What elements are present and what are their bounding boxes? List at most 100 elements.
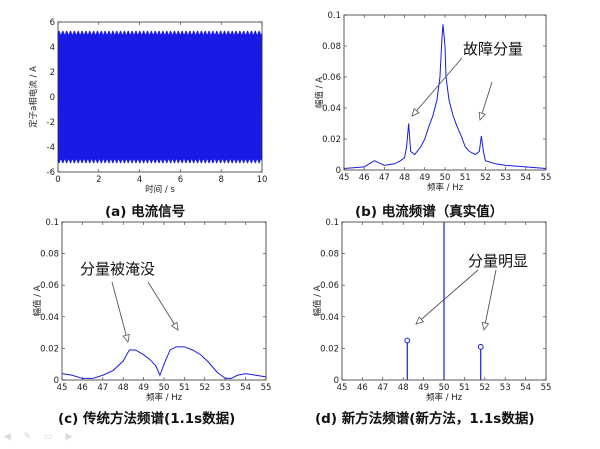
x-tick-label: 52 [480, 173, 491, 183]
y-tick-label: 0.04 [322, 104, 341, 114]
y-tick-label: 0.08 [40, 250, 59, 260]
x-tick-label: 51 [460, 173, 471, 183]
x-tick-label: 10 [257, 175, 268, 185]
x-tick-label: 53 [220, 383, 231, 393]
x-tick-label: 8 [218, 175, 223, 185]
x-tick-label: 53 [500, 173, 511, 183]
y-tick-label: 0 [54, 376, 59, 386]
x-tick-label: 48 [398, 383, 409, 393]
x-tick-label: 55 [261, 383, 272, 393]
signal-band [58, 34, 262, 160]
x-tick-label: 49 [418, 383, 429, 393]
annotation-fault-components: 故障分量 [463, 40, 524, 58]
caption-b: (b) 电流频谱（真实值） [355, 204, 504, 220]
y-tick-label: 0.04 [320, 313, 339, 323]
x-tick-label: 52 [199, 383, 210, 393]
x-tick-label: 48 [118, 383, 129, 393]
x-tick-label: 4 [137, 175, 142, 185]
arrow-masked-right-head [170, 321, 179, 331]
y-tick-label: 2 [50, 68, 55, 78]
y-tick-label: 0.02 [40, 344, 59, 354]
y-axis-label: 幅值 / A [314, 77, 325, 108]
x-tick-label: 46 [77, 383, 88, 393]
y-tick-label: 0.1 [325, 218, 339, 228]
y-tick-label: 0.06 [320, 281, 339, 291]
x-tick-label: 50 [439, 383, 450, 393]
x-tick-label: 54 [240, 383, 251, 393]
x-tick-label: 51 [459, 383, 470, 393]
y-tick-label: 0 [334, 376, 339, 386]
y-axis-label: 幅值 / A [312, 285, 323, 316]
x-tick-label: 49 [419, 173, 430, 183]
x-tick-label: 46 [359, 173, 370, 183]
series-line-0 [61, 346, 267, 379]
stem-marker-0 [404, 337, 411, 344]
y-tick-label: 0.02 [322, 135, 341, 145]
arrow-fault-right-head [478, 111, 486, 121]
signal-trace [57, 30, 263, 164]
stem-marker-2 [477, 343, 484, 350]
x-tick-label: 2 [96, 175, 101, 185]
arrow-visible-left-head [415, 316, 425, 325]
y-tick-label: 0.04 [40, 313, 59, 323]
y-tick-label: 0.06 [322, 73, 341, 83]
x-tick-label: 53 [500, 383, 511, 393]
x-tick-label: 48 [399, 173, 410, 183]
y-axis-label: 定子a相电流 / A [28, 66, 39, 128]
x-tick-label: 55 [541, 383, 552, 393]
x-tick-label: 46 [357, 383, 368, 393]
x-tick-label: 49 [138, 383, 149, 393]
arrow-masked-right [147, 281, 179, 331]
y-tick-label: 0.1 [45, 218, 59, 228]
x-tick-label: 55 [541, 173, 552, 183]
caption-a: (a) 电流信号 [105, 204, 186, 220]
x-axis-label: 频率 / Hz [426, 392, 463, 403]
plot-frame [61, 221, 267, 381]
chart-b: 45 46 47 48 49 50 51 52 53 54 55 0 0.02 0.04 0.06 0.08 0… [314, 11, 551, 193]
y-tick-label: -4 [47, 143, 55, 153]
x-tick-label: 54 [520, 173, 531, 183]
y-tick-label: 0.1 [327, 11, 341, 21]
y-tick-label: 0.06 [40, 281, 59, 291]
annotation-components-masked: 分量被淹没 [80, 260, 156, 278]
y-axis-label: 幅值 / A [32, 285, 43, 316]
y-tick-label: 0.08 [320, 250, 339, 260]
x-axis-label: 频率 / Hz [427, 182, 464, 193]
x-tick-label: 51 [179, 383, 190, 393]
x-tick-label: 50 [159, 383, 170, 393]
arrow-visible-left [415, 269, 479, 325]
slide-toolbar-icons: ◀ ✎ ▭ ▶ [4, 432, 78, 442]
caption-d: (d) 新方法频谱(新方法，1.1s数据) [315, 411, 535, 427]
arrow-masked-left [111, 281, 129, 343]
x-tick-label: 45 [57, 383, 68, 393]
arrow-fault-left-head [411, 107, 420, 117]
x-tick-label: 45 [339, 173, 350, 183]
y-tick-label: 0 [336, 166, 341, 176]
x-tick-label: 47 [377, 383, 388, 393]
arrow-visible-right [483, 269, 497, 331]
x-tick-label: 47 [379, 173, 390, 183]
x-axis-label: 时间 / s [145, 184, 175, 195]
x-tick-label: 0 [55, 175, 60, 185]
chart-d: 45 46 47 48 49 50 51 52 53 54 55 0 0.02 0.04 0.06 0.08 0… [312, 218, 551, 403]
x-axis-label: 频率 / Hz [146, 392, 183, 403]
x-tick-label: 54 [520, 383, 531, 393]
x-tick-label: 6 [178, 175, 183, 185]
y-tick-label: 0 [50, 93, 55, 103]
x-tick-label: 45 [337, 383, 348, 393]
x-tick-label: 50 [440, 173, 451, 183]
annotation-arrows [111, 57, 497, 343]
series-line-0 [343, 24, 547, 169]
y-tick-label: 0.02 [320, 344, 339, 354]
y-tick-label: -6 [47, 168, 55, 178]
x-tick-label: 47 [97, 383, 108, 393]
arrow-visible-right-head [481, 321, 490, 331]
caption-c: (c) 传统方法频谱(1.1s数据) [58, 411, 236, 427]
arrow-fault-left [411, 57, 463, 117]
y-tick-label: -2 [47, 118, 55, 128]
y-tick-label: 4 [50, 43, 55, 53]
x-tick-label: 52 [479, 383, 490, 393]
y-tick-label: 0.08 [322, 42, 341, 52]
